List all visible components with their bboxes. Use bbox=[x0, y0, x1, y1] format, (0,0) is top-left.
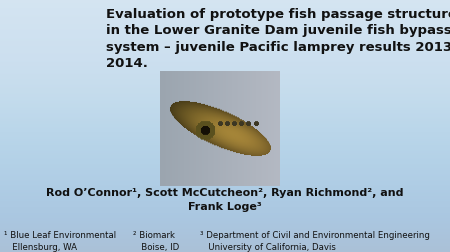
Text: ³ Department of Civil and Environmental Engineering
   University of California,: ³ Department of Civil and Environmental … bbox=[200, 231, 430, 252]
Text: Evaluation of prototype fish passage structures
in the Lower Granite Dam juvenil: Evaluation of prototype fish passage str… bbox=[106, 8, 450, 70]
Text: Rod O’Connor¹, Scott McCutcheon², Ryan Richmond², and
Frank Loge³: Rod O’Connor¹, Scott McCutcheon², Ryan R… bbox=[46, 188, 404, 211]
Text: ¹ Blue Leaf Environmental
   Ellensburg, WA: ¹ Blue Leaf Environmental Ellensburg, WA bbox=[4, 231, 117, 251]
Text: ² Biomark
   Boise, ID: ² Biomark Boise, ID bbox=[133, 231, 179, 251]
